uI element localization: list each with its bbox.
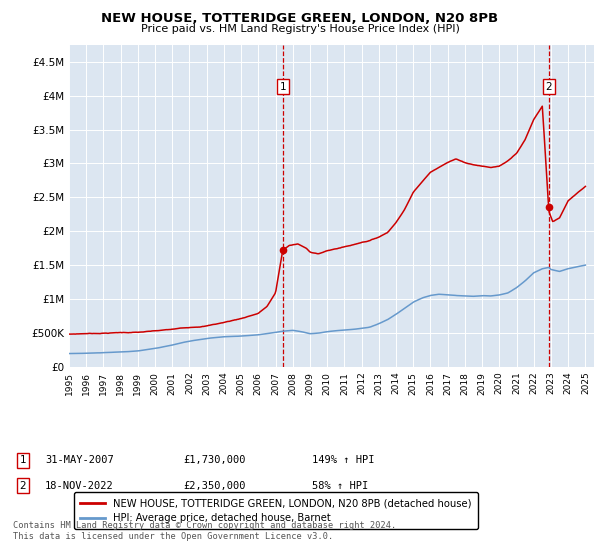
Text: Contains HM Land Registry data © Crown copyright and database right 2024.
This d: Contains HM Land Registry data © Crown c… [13, 521, 397, 540]
Text: 58% ↑ HPI: 58% ↑ HPI [312, 480, 368, 491]
Text: 1: 1 [19, 455, 26, 465]
Text: 18-NOV-2022: 18-NOV-2022 [45, 480, 114, 491]
Text: 1: 1 [280, 82, 286, 92]
Text: Price paid vs. HM Land Registry's House Price Index (HPI): Price paid vs. HM Land Registry's House … [140, 24, 460, 34]
Text: 149% ↑ HPI: 149% ↑ HPI [312, 455, 374, 465]
Text: NEW HOUSE, TOTTERIDGE GREEN, LONDON, N20 8PB: NEW HOUSE, TOTTERIDGE GREEN, LONDON, N20… [101, 12, 499, 25]
Text: 2: 2 [19, 480, 26, 491]
Text: 2: 2 [545, 82, 552, 92]
Text: £1,730,000: £1,730,000 [183, 455, 245, 465]
Legend: NEW HOUSE, TOTTERIDGE GREEN, LONDON, N20 8PB (detached house), HPI: Average pric: NEW HOUSE, TOTTERIDGE GREEN, LONDON, N20… [74, 492, 478, 529]
Text: 31-MAY-2007: 31-MAY-2007 [45, 455, 114, 465]
Text: £2,350,000: £2,350,000 [183, 480, 245, 491]
